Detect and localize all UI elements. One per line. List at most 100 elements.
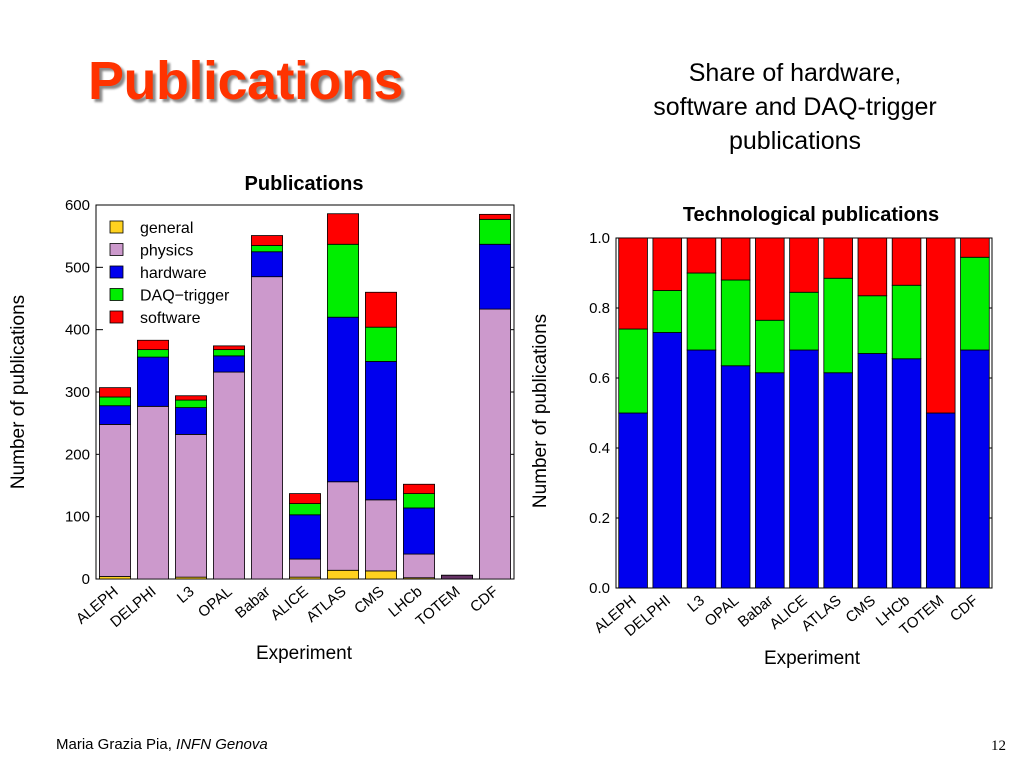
- x-tick-label: L3: [174, 583, 198, 607]
- bar-segment-hardware: [720, 365, 751, 589]
- bar-segment-daqtrigger: [365, 326, 397, 362]
- legend-swatch: [109, 288, 124, 301]
- bar-segment-hardware: [857, 353, 888, 589]
- publications-chart: Publications Number of publications Expe…: [8, 173, 515, 664]
- bar-segment-software: [652, 237, 683, 291]
- bar-segment-hardware: [175, 407, 207, 435]
- chart-title: Publications: [245, 173, 364, 195]
- bar-segment-software: [289, 493, 321, 504]
- bar-segment-hardware: [365, 361, 397, 501]
- y-tick-label: 100: [65, 509, 90, 526]
- bar-segment-software: [960, 237, 990, 258]
- bar-segment-software: [925, 237, 956, 414]
- bar-segment-physics: [289, 558, 321, 578]
- author-name: Maria Grazia Pia,: [56, 736, 172, 753]
- legend-swatch: [109, 243, 124, 256]
- slide-subtitle: Share of hardware, software and DAQ-trig…: [600, 56, 990, 158]
- y-tick-label: 300: [65, 384, 90, 401]
- bar-segment-hardware: [686, 349, 717, 589]
- bar-segment-software: [720, 237, 751, 281]
- bar-segment-physics: [175, 433, 207, 578]
- y-tick-label: 600: [65, 197, 90, 214]
- chart-title: Technological publications: [683, 204, 939, 226]
- x-tick-label: OPAL: [195, 583, 236, 621]
- bar-segment-software: [479, 213, 511, 220]
- bar-segment-daqtrigger: [789, 291, 819, 351]
- y-tick-label: 0.8: [589, 300, 610, 317]
- y-tick-label: 200: [65, 446, 90, 463]
- bar-segment-daqtrigger: [618, 328, 648, 414]
- subtitle-line: publications: [728, 127, 862, 155]
- x-tick-label: Babar: [232, 583, 274, 622]
- bar-segment-daqtrigger: [327, 243, 359, 318]
- bar-segment-daqtrigger: [99, 396, 131, 407]
- x-tick-label: CDF: [947, 592, 982, 625]
- bar-segment-software: [327, 213, 359, 245]
- technological-publications-chart: Technological publications Number of pub…: [530, 204, 993, 669]
- x-axis-label: Experiment: [764, 648, 861, 669]
- bar-segment-daqtrigger: [720, 279, 751, 367]
- page-number: 12: [991, 738, 1006, 754]
- bar-segment-physics: [327, 481, 359, 571]
- bar-segment-hardware: [327, 316, 359, 483]
- bar-segment-physics: [213, 371, 245, 580]
- bar-segment-hardware: [823, 372, 853, 589]
- x-tick-label: ATLAS: [798, 592, 844, 635]
- bar-segment-software: [857, 237, 888, 297]
- bar-segment-software: [891, 237, 922, 286]
- bar-segment-software: [755, 237, 785, 321]
- x-tick-label: L3: [684, 592, 708, 616]
- y-tick-label: 0: [82, 571, 90, 588]
- bar-segment-software: [823, 237, 853, 279]
- bar-segment-daqtrigger: [213, 349, 245, 357]
- y-tick-label: 400: [65, 322, 90, 339]
- bar-segment-physics: [251, 276, 283, 580]
- bar-segment-daqtrigger: [137, 349, 169, 358]
- bar-segment-general: [327, 569, 359, 580]
- legend-label: software: [140, 310, 201, 327]
- bar-segment-software: [213, 345, 245, 351]
- y-axis-label: Number of publications: [530, 314, 551, 508]
- bar-segment-software: [789, 237, 819, 293]
- y-tick-label: 1.0: [589, 230, 610, 247]
- bar-segment-software: [175, 395, 207, 401]
- bar-segment-daqtrigger: [755, 319, 785, 374]
- bar-segment-hardware: [755, 372, 785, 589]
- bar-segment-daqtrigger: [403, 493, 435, 509]
- legend-label: hardware: [140, 265, 207, 282]
- y-axis-label: Number of publications: [8, 295, 29, 489]
- bar-segment-hardware: [137, 356, 169, 407]
- bar-segment-daqtrigger: [479, 218, 511, 245]
- bar-segment-hardware: [251, 251, 283, 278]
- bar-segment-hardware: [960, 349, 990, 589]
- x-tick-label: OPAL: [701, 592, 742, 630]
- bar-segment-daqtrigger: [175, 399, 207, 408]
- slide-title: Publications: [88, 51, 404, 111]
- x-tick-label: CDF: [467, 583, 502, 616]
- bar-segment-physics: [99, 424, 131, 577]
- bar-segment-daqtrigger: [251, 245, 283, 253]
- y-tick-label: 0.0: [589, 580, 610, 597]
- bar-segment-hardware: [652, 332, 683, 589]
- y-tick-label: 500: [65, 259, 90, 276]
- bar-segment-hardware: [789, 349, 819, 589]
- bar-segment-physics: [403, 553, 435, 579]
- bar-segment-daqtrigger: [857, 295, 888, 354]
- bar-segment-daqtrigger: [823, 277, 853, 374]
- bar-segment-software: [137, 339, 169, 351]
- x-tick-label: CMS: [351, 583, 387, 617]
- x-tick-label: ALICE: [267, 583, 311, 624]
- legend-label: DAQ−trigger: [140, 288, 230, 305]
- bar-segment-daqtrigger: [652, 290, 683, 333]
- y-tick-label: 0.2: [589, 510, 610, 527]
- subtitle-line: software and DAQ-trigger: [653, 93, 937, 121]
- legend-swatch: [109, 265, 124, 279]
- legend-label: general: [140, 220, 193, 237]
- legend: general physics hardware DAQ−trigger softwar…: [109, 220, 230, 327]
- bar-segment-hardware: [99, 405, 131, 425]
- author-organization: INFN Genova: [176, 736, 268, 753]
- bar-segment-hardware: [289, 514, 321, 560]
- x-tick-label: ATLAS: [303, 583, 349, 626]
- y-tick-label: 0.4: [589, 440, 610, 457]
